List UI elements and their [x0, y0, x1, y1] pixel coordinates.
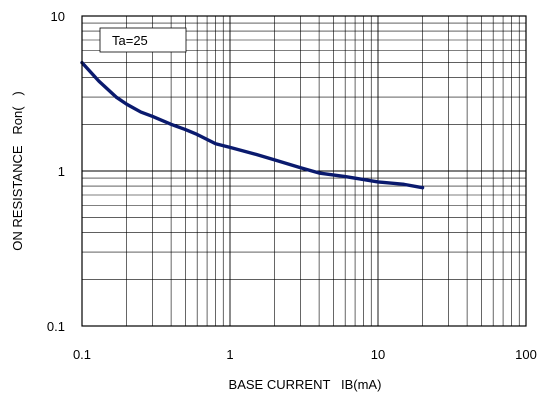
annotation-text: Ta=25 [112, 33, 148, 48]
series-line [80, 60, 425, 190]
x-axis-label: BASE CURRENT IB(mA) [229, 377, 382, 392]
x-tick-label: 0.1 [73, 347, 91, 362]
plot-frame [81, 15, 527, 327]
x-tick-label: 1 [226, 347, 233, 362]
y-tick-label: 0.1 [47, 319, 65, 334]
x-tick-labels: 0.1 1 10 100 [73, 347, 537, 362]
x-tick-label: 10 [371, 347, 385, 362]
x-tick-label: 100 [515, 347, 537, 362]
annotation-layer: Ta=25 [99, 27, 187, 53]
y-tick-labels: 0.1 1 10 [47, 9, 65, 334]
annotation-box [99, 27, 187, 53]
y-axis-label: ON RESISTANCE Ron( ) [10, 91, 25, 250]
y-tick-label: 10 [51, 9, 65, 24]
grid-layer [82, 16, 526, 326]
y-tick-label: 1 [58, 164, 65, 179]
series-layer [80, 60, 425, 190]
